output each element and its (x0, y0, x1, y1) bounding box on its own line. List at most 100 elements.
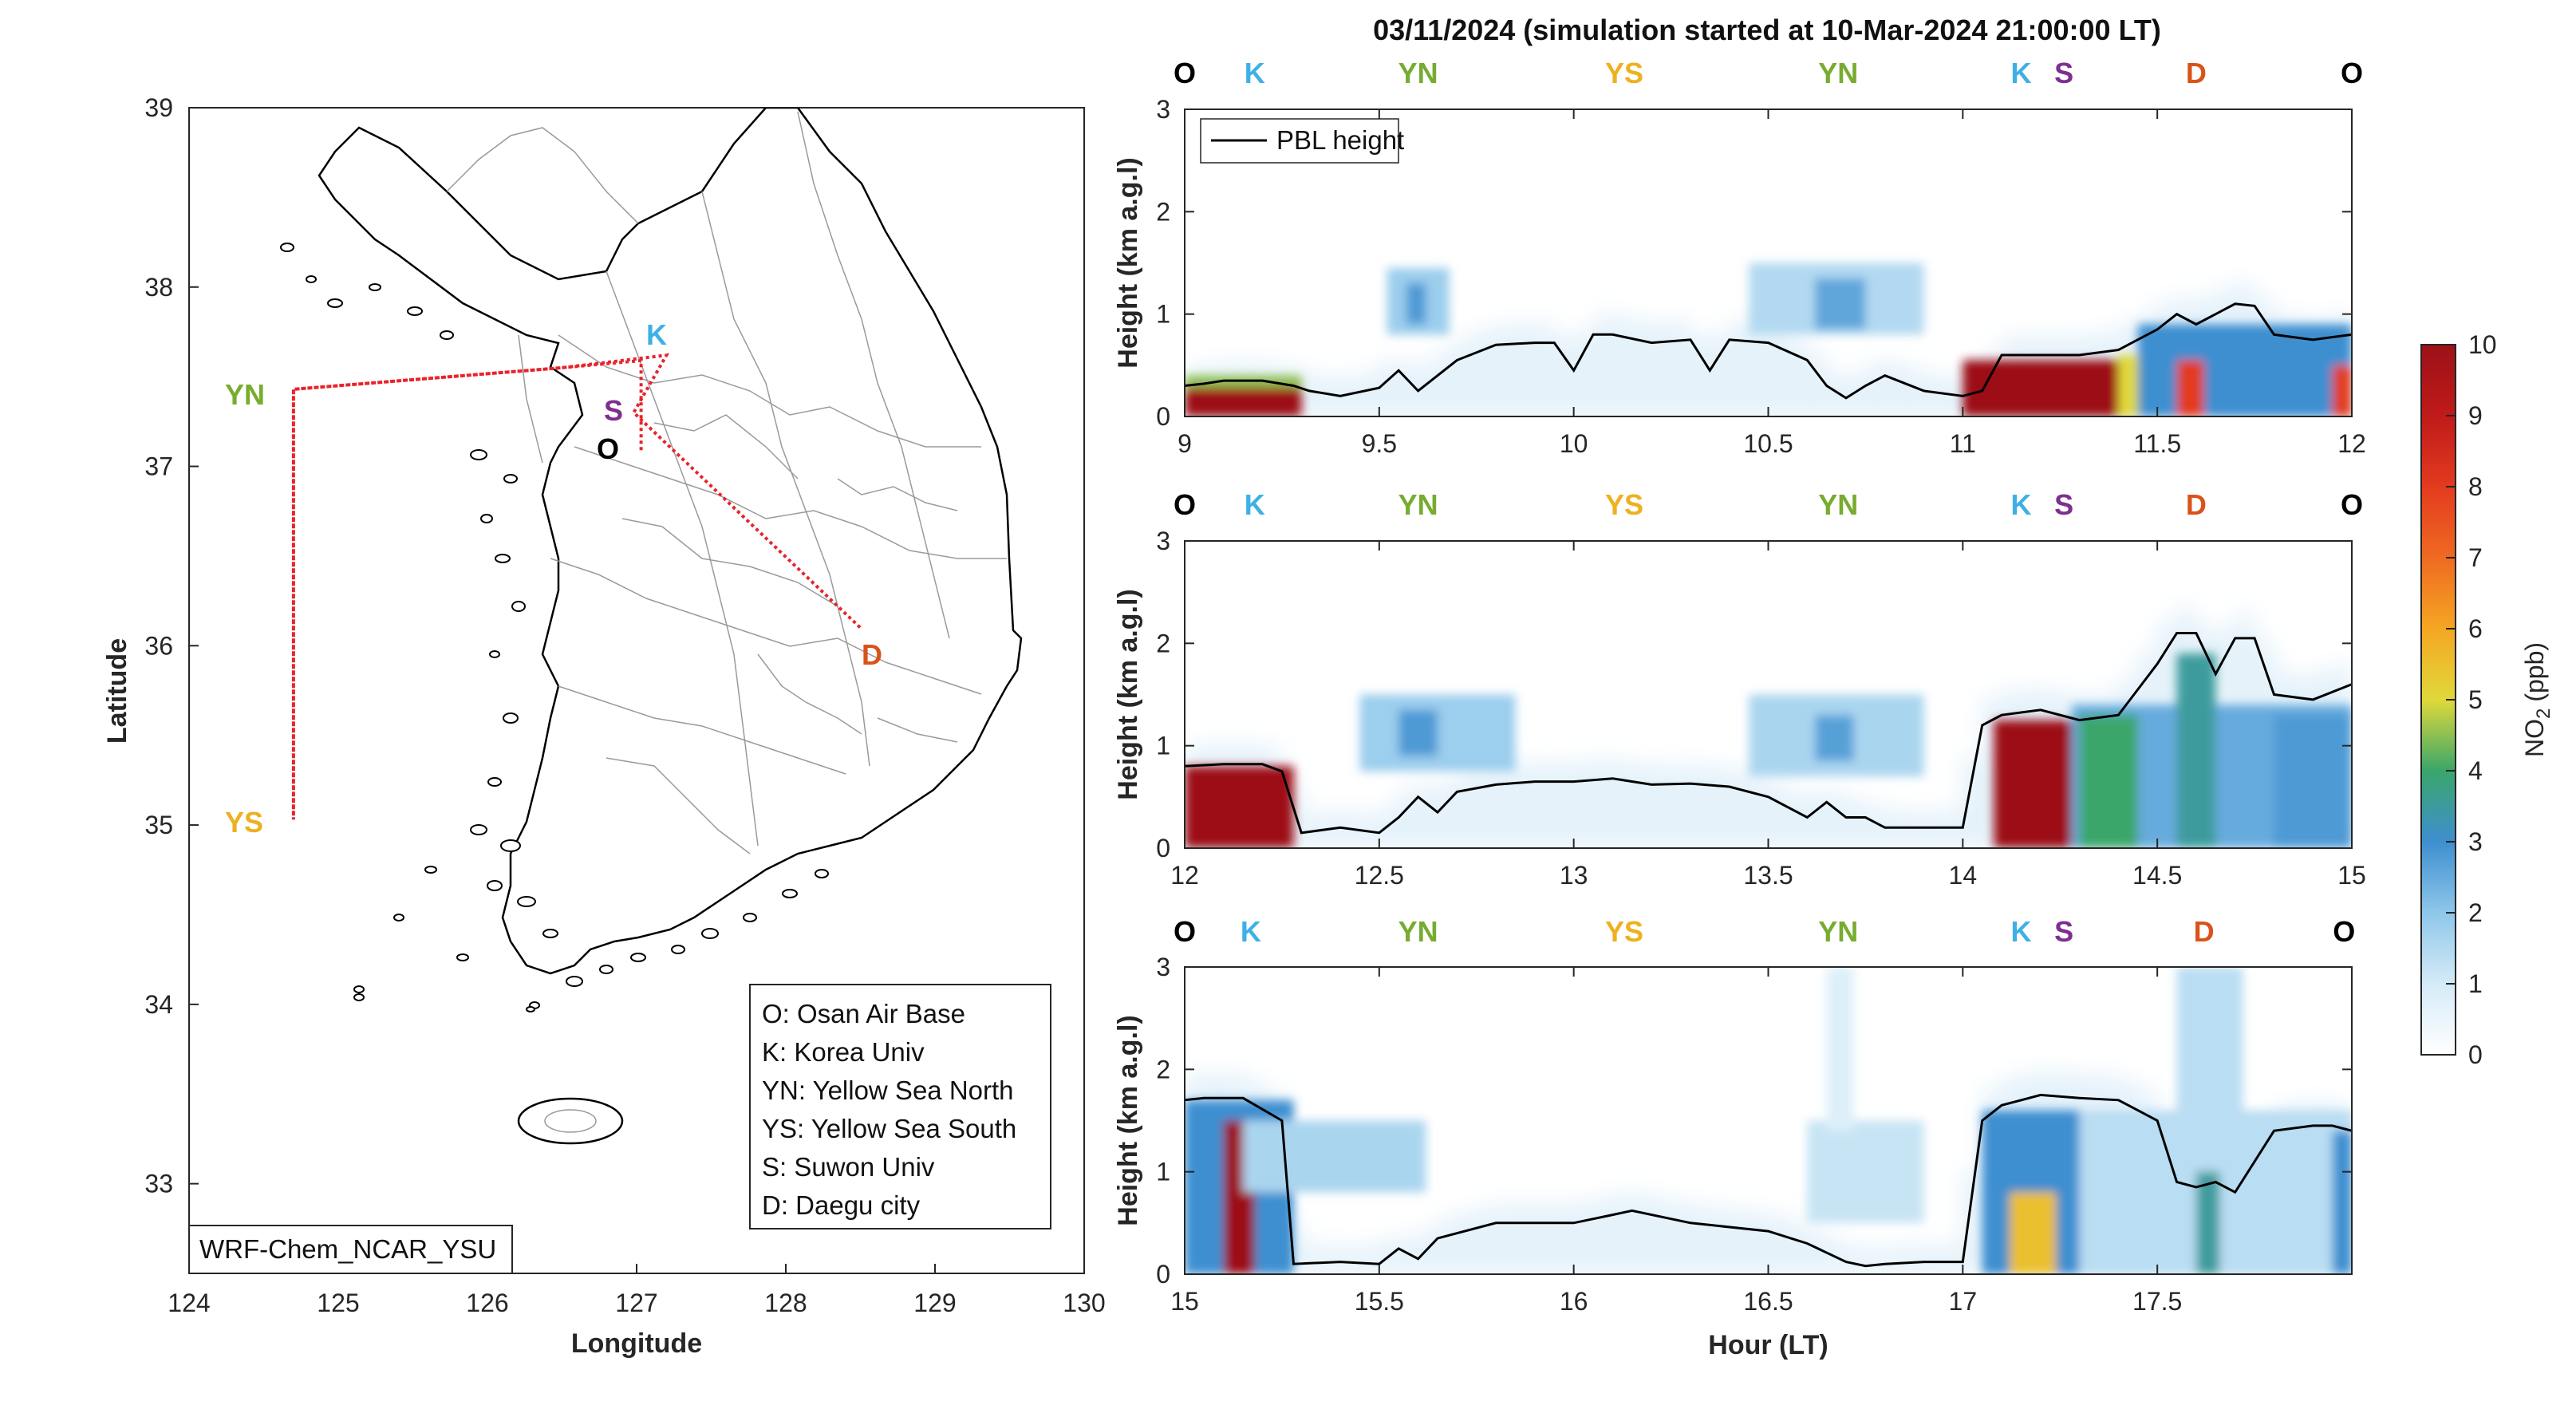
haze-cell (1457, 772, 1477, 848)
plume-cell (2195, 1171, 2220, 1274)
plume-cell (1185, 766, 1294, 848)
haze-cell (1884, 811, 1906, 848)
haze-cell (1593, 760, 1614, 848)
figure-title: 03/11/2024 (simulation started at 10-Mar… (1373, 14, 2161, 46)
haze-cell (1671, 321, 1691, 416)
jeju-inner (544, 1109, 597, 1133)
province-boundaries (446, 111, 1007, 855)
haze-cell (1554, 763, 1575, 848)
plume-cell (2176, 653, 2216, 848)
haze-cell (1593, 314, 1614, 416)
x-tick-label: 14.5 (2132, 861, 2182, 890)
haze-cell (1418, 1232, 1438, 1274)
site-label-s: S (2054, 915, 2073, 948)
site-legend-item: S: Suwon Univ (762, 1152, 935, 1182)
haze-cell (1534, 323, 1556, 416)
haze-cell (1710, 336, 1730, 416)
haze-cell (1631, 1194, 1653, 1274)
map-y-tick-label: 34 (144, 990, 173, 1019)
colorbar-tick-label: 3 (2468, 827, 2483, 856)
colorbar-label-unit: (ppb) (2520, 642, 2549, 702)
site-label-s: S (2054, 488, 2073, 521)
haze-cell (1846, 800, 1867, 848)
site-label-yn: YN (1398, 57, 1438, 89)
haze-cell (1398, 1237, 1419, 1274)
haze-cell (1496, 1205, 1517, 1274)
site-label-d: D (2194, 915, 2215, 948)
map-x-tick-label: 124 (168, 1289, 210, 1317)
haze-cell (1729, 771, 1750, 848)
no2-field (1185, 967, 2352, 1274)
map-x-tick-label: 126 (466, 1289, 508, 1317)
haze-cell (1768, 784, 1789, 848)
x-axis-label: Hour (LT) (1708, 1330, 1828, 1360)
site-label-o: O (2341, 488, 2363, 521)
no2-plumes (1185, 262, 2352, 416)
pbl-height-line (1185, 302, 2352, 400)
no2-field (1185, 606, 2352, 848)
map-y-label: Latitude (102, 638, 132, 744)
map-x-tick-label: 130 (1063, 1289, 1105, 1317)
x-tick-label: 10.5 (1743, 429, 1793, 458)
pbl-height-line (1185, 632, 2352, 835)
haze-cell (1573, 334, 1595, 416)
colorbar-tick-label: 10 (2468, 330, 2497, 359)
plume-cell (1406, 283, 1426, 325)
jeju-island (517, 1097, 624, 1145)
haze-cell (1787, 1223, 1809, 1274)
transect-route (291, 353, 862, 820)
x-tick-label: 12 (1170, 861, 1199, 890)
colorbar-label-main: NO (2520, 719, 2549, 757)
haze-cell (1710, 767, 1730, 848)
site-label-d: D (2186, 488, 2207, 521)
site-legend-item: O: Osan Air Base (762, 999, 965, 1028)
x-tick-label: 13 (1560, 861, 1588, 890)
haze-cell (1768, 328, 1789, 416)
haze-cell (1515, 764, 1536, 848)
peninsula-coastline (318, 108, 1023, 975)
haze-cell (1476, 330, 1497, 416)
haze-cell (1534, 1205, 1556, 1274)
haze-cell (1943, 811, 1964, 848)
y-axis-label: Height (km a.g.l) (1113, 1015, 1143, 1226)
x-tick-label: 12 (2337, 429, 2366, 458)
colorbar-tick-label: 7 (2468, 543, 2483, 572)
site-label-yn: YN (1818, 57, 1858, 89)
map-site-label-yn: YN (225, 378, 265, 411)
haze-cell (1379, 361, 1400, 416)
map-x-tick-label: 127 (615, 1289, 657, 1317)
plume-cell (2009, 1192, 2057, 1274)
colorbar-tick-label: 9 (2468, 401, 2483, 430)
colorbar-label: NO2 (ppb) (2520, 642, 2554, 757)
haze-cell (1884, 361, 1906, 416)
haze-cell (1923, 811, 1944, 848)
colorbar-tick-label: 4 (2468, 756, 2483, 785)
site-label-ys: YS (1605, 915, 1643, 948)
map-y-tick-label: 35 (144, 811, 173, 839)
plume-cell (2332, 365, 2352, 416)
plume-cell (2274, 715, 2352, 848)
site-label-o: O (1174, 915, 1196, 948)
map-y-tick-label: 38 (144, 273, 173, 302)
y-tick-label: 0 (1156, 1260, 1170, 1289)
map-panel: K YN YS S O D 124 125 126 127 128 129 130 33 34… (102, 93, 1106, 1359)
x-tick-label: 14 (1949, 861, 1978, 890)
site-legend-item: K: Korea Univ (762, 1037, 925, 1067)
haze-cell (1749, 322, 1769, 416)
haze-cell (1865, 363, 1886, 416)
x-tick-label: 15 (2337, 861, 2366, 890)
site-legend-item: D: Daegu city (762, 1190, 921, 1220)
haze-cell (1515, 324, 1536, 416)
haze-cell (1554, 1205, 1575, 1274)
haze-cell (1496, 765, 1517, 848)
haze-cell (1826, 792, 1848, 848)
site-label-ys: YS (1605, 488, 1643, 521)
x-tick-label: 15.5 (1355, 1287, 1404, 1316)
haze-cell (1749, 1212, 1769, 1274)
haze-cell (1690, 765, 1711, 848)
haze-cell (1340, 1246, 1361, 1274)
haze-cell (1612, 761, 1633, 848)
y-tick-label: 1 (1156, 300, 1170, 329)
